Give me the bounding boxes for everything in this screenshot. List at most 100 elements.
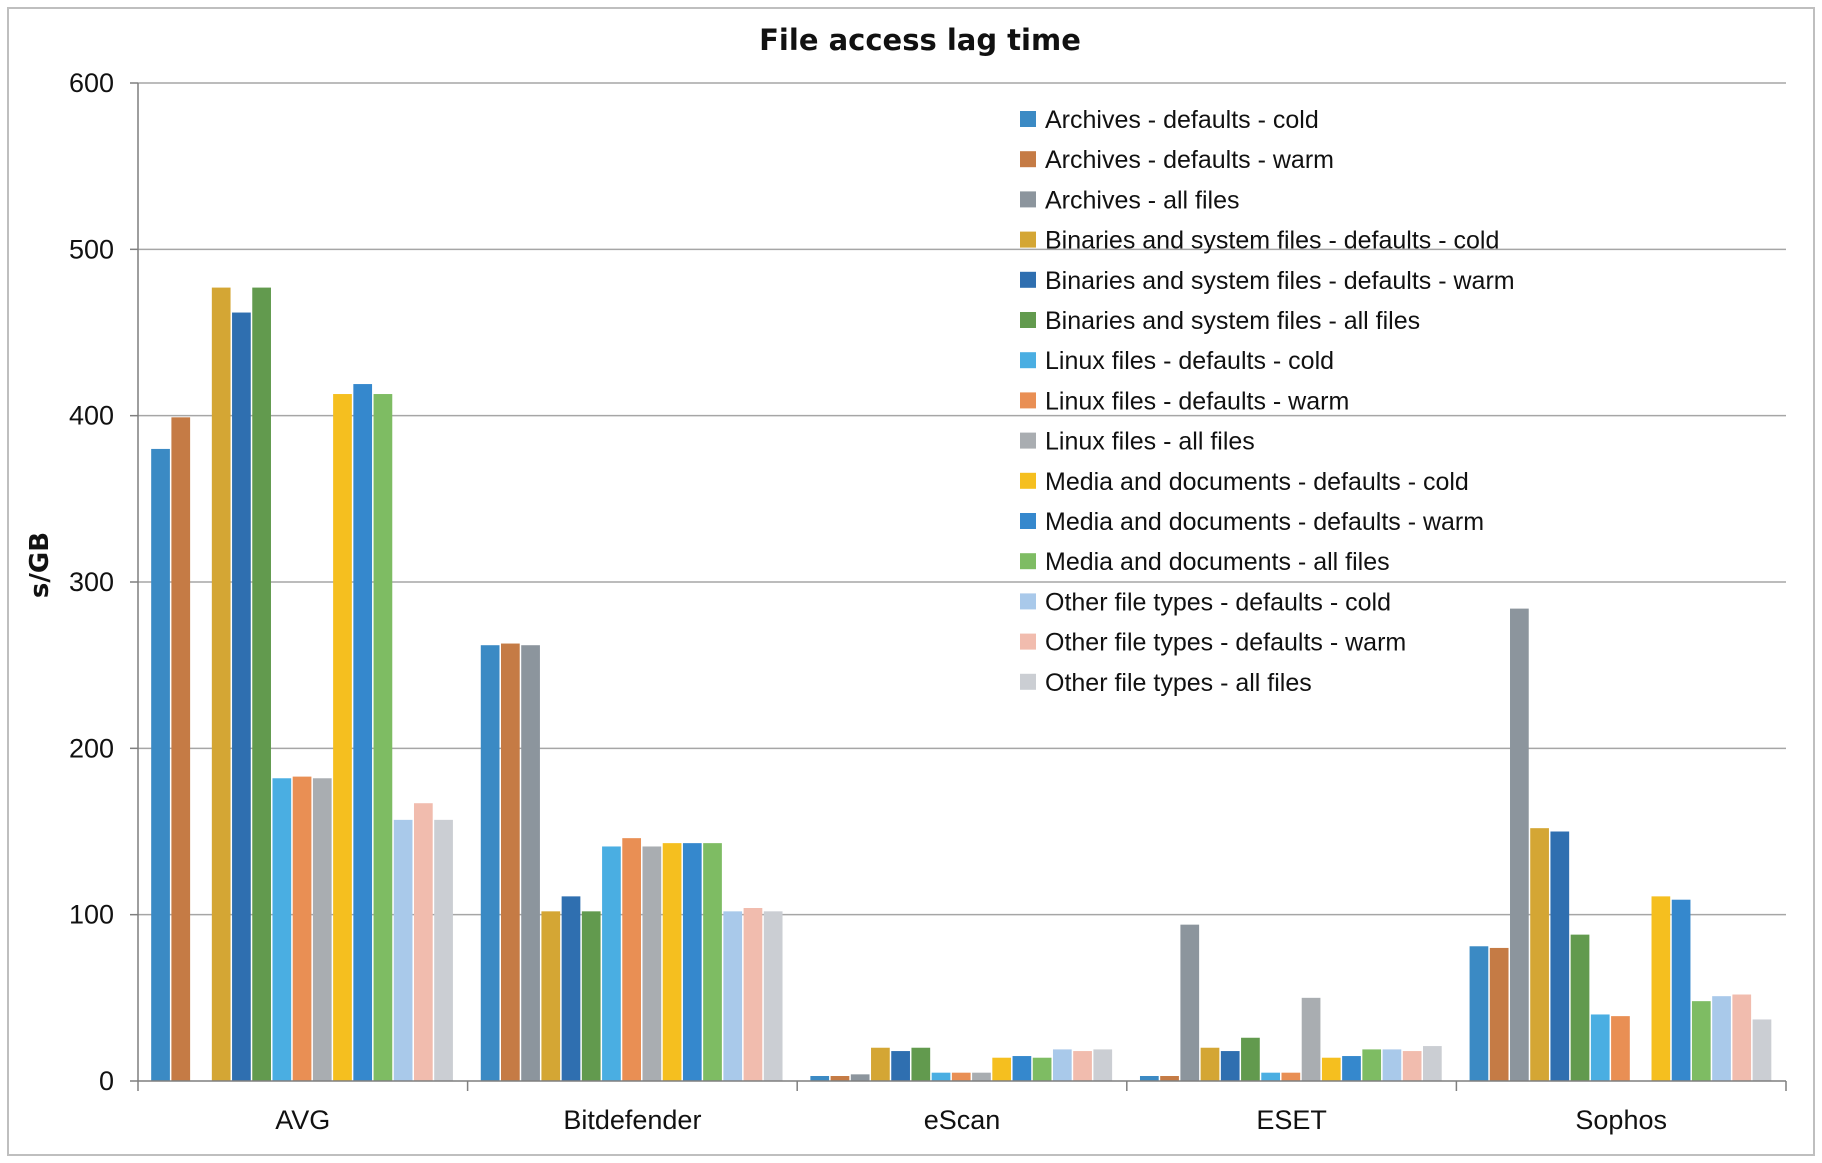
bar (541, 911, 561, 1081)
legend-label: Media and documents - defaults - cold (1045, 468, 1469, 496)
bar (1590, 1014, 1610, 1081)
bar (1200, 1047, 1220, 1081)
bar (1093, 1049, 1113, 1081)
legend-label: Binaries and system files - all files (1045, 307, 1420, 335)
bar (931, 1072, 951, 1081)
y-tick-label: 600 (69, 68, 114, 98)
bar (743, 908, 763, 1081)
y-tick-label: 500 (69, 234, 114, 264)
bar (1139, 1076, 1159, 1081)
bar (830, 1076, 850, 1081)
bar (413, 803, 433, 1081)
legend-swatch (1020, 352, 1036, 369)
bar (1160, 1076, 1179, 1081)
x-tick-label: Bitdefender (563, 1105, 701, 1135)
legend-swatch (1020, 111, 1036, 127)
bar (1510, 608, 1529, 1081)
bar (891, 1051, 910, 1081)
bar (373, 394, 393, 1081)
axes: 0 100 200 300 400 500 600 AVG Bitdefender eScan ES… (69, 68, 1787, 1135)
legend-label: Media and documents - all files (1045, 548, 1390, 576)
bar (871, 1047, 890, 1081)
bar (1382, 1049, 1402, 1081)
y-axis-label: s/GB (25, 532, 55, 598)
bar (1052, 1049, 1072, 1081)
legend-swatch (1020, 191, 1036, 208)
bar (972, 1072, 991, 1081)
bar (642, 846, 662, 1081)
bar (703, 843, 722, 1081)
x-tick-label: Sophos (1575, 1105, 1667, 1135)
legend-label: Other file types - defaults - cold (1045, 588, 1391, 616)
legend-swatch (1020, 673, 1036, 690)
legend-swatch (1020, 231, 1036, 248)
y-tick-label: 200 (69, 733, 114, 763)
bar (1321, 1057, 1341, 1081)
bar (333, 394, 352, 1081)
bar (1342, 1056, 1361, 1081)
bar (602, 846, 621, 1081)
bar (1752, 1019, 1772, 1081)
bar (1220, 1051, 1240, 1081)
bar (810, 1076, 830, 1081)
bar (480, 645, 500, 1081)
bar (232, 312, 251, 1081)
bar (1012, 1056, 1032, 1081)
bar (723, 911, 743, 1081)
chart-title: File access lag time (759, 23, 1081, 57)
bar (992, 1057, 1012, 1081)
y-tick-label: 400 (69, 401, 114, 431)
bar (561, 896, 581, 1081)
bar (1530, 828, 1549, 1081)
legend-swatch (1020, 513, 1036, 529)
legend-label: Binaries and system files - defaults - w… (1045, 267, 1515, 295)
bar (312, 778, 332, 1081)
bar (1281, 1072, 1301, 1081)
bar (434, 819, 453, 1081)
bar (1180, 924, 1200, 1081)
bar (1261, 1072, 1280, 1081)
legend-swatch (1020, 151, 1036, 168)
y-tick-label: 100 (69, 900, 114, 930)
legend-swatch (1020, 312, 1036, 328)
legend-swatch (1020, 392, 1036, 409)
bar (393, 819, 413, 1081)
legend-swatch (1020, 633, 1036, 650)
bar (622, 838, 642, 1081)
bar (501, 643, 520, 1081)
bar (682, 843, 702, 1081)
legend-swatch (1020, 432, 1036, 449)
bar (171, 417, 191, 1082)
legend-label: Media and documents - defaults - warm (1045, 508, 1484, 536)
bar (1489, 947, 1509, 1081)
bar (1671, 899, 1691, 1081)
legend-swatch (1020, 593, 1036, 610)
bar (1402, 1051, 1422, 1081)
bar (252, 287, 271, 1082)
bar (1362, 1049, 1382, 1081)
bar (292, 776, 312, 1081)
legend-label: Archives - all files (1045, 186, 1240, 214)
legend-swatch (1020, 553, 1036, 570)
bar (1611, 1016, 1630, 1081)
bar (850, 1074, 870, 1081)
x-tick-label: eScan (924, 1105, 1001, 1135)
legend-label: Other file types - all files (1045, 669, 1312, 697)
bar (1712, 996, 1731, 1081)
legend-label: Linux files - defaults - warm (1045, 387, 1349, 415)
bar (1651, 896, 1671, 1081)
bar (521, 645, 540, 1081)
legend-label: Archives - defaults - warm (1045, 146, 1334, 174)
bar (151, 448, 170, 1081)
y-tick-label: 300 (69, 567, 114, 597)
bar (581, 911, 601, 1081)
bar (1301, 997, 1321, 1081)
bars (151, 287, 1772, 1082)
bar (1691, 1001, 1711, 1081)
bar (272, 778, 292, 1081)
bar (1732, 994, 1752, 1081)
legend-swatch (1020, 271, 1036, 288)
bar (1073, 1051, 1092, 1081)
